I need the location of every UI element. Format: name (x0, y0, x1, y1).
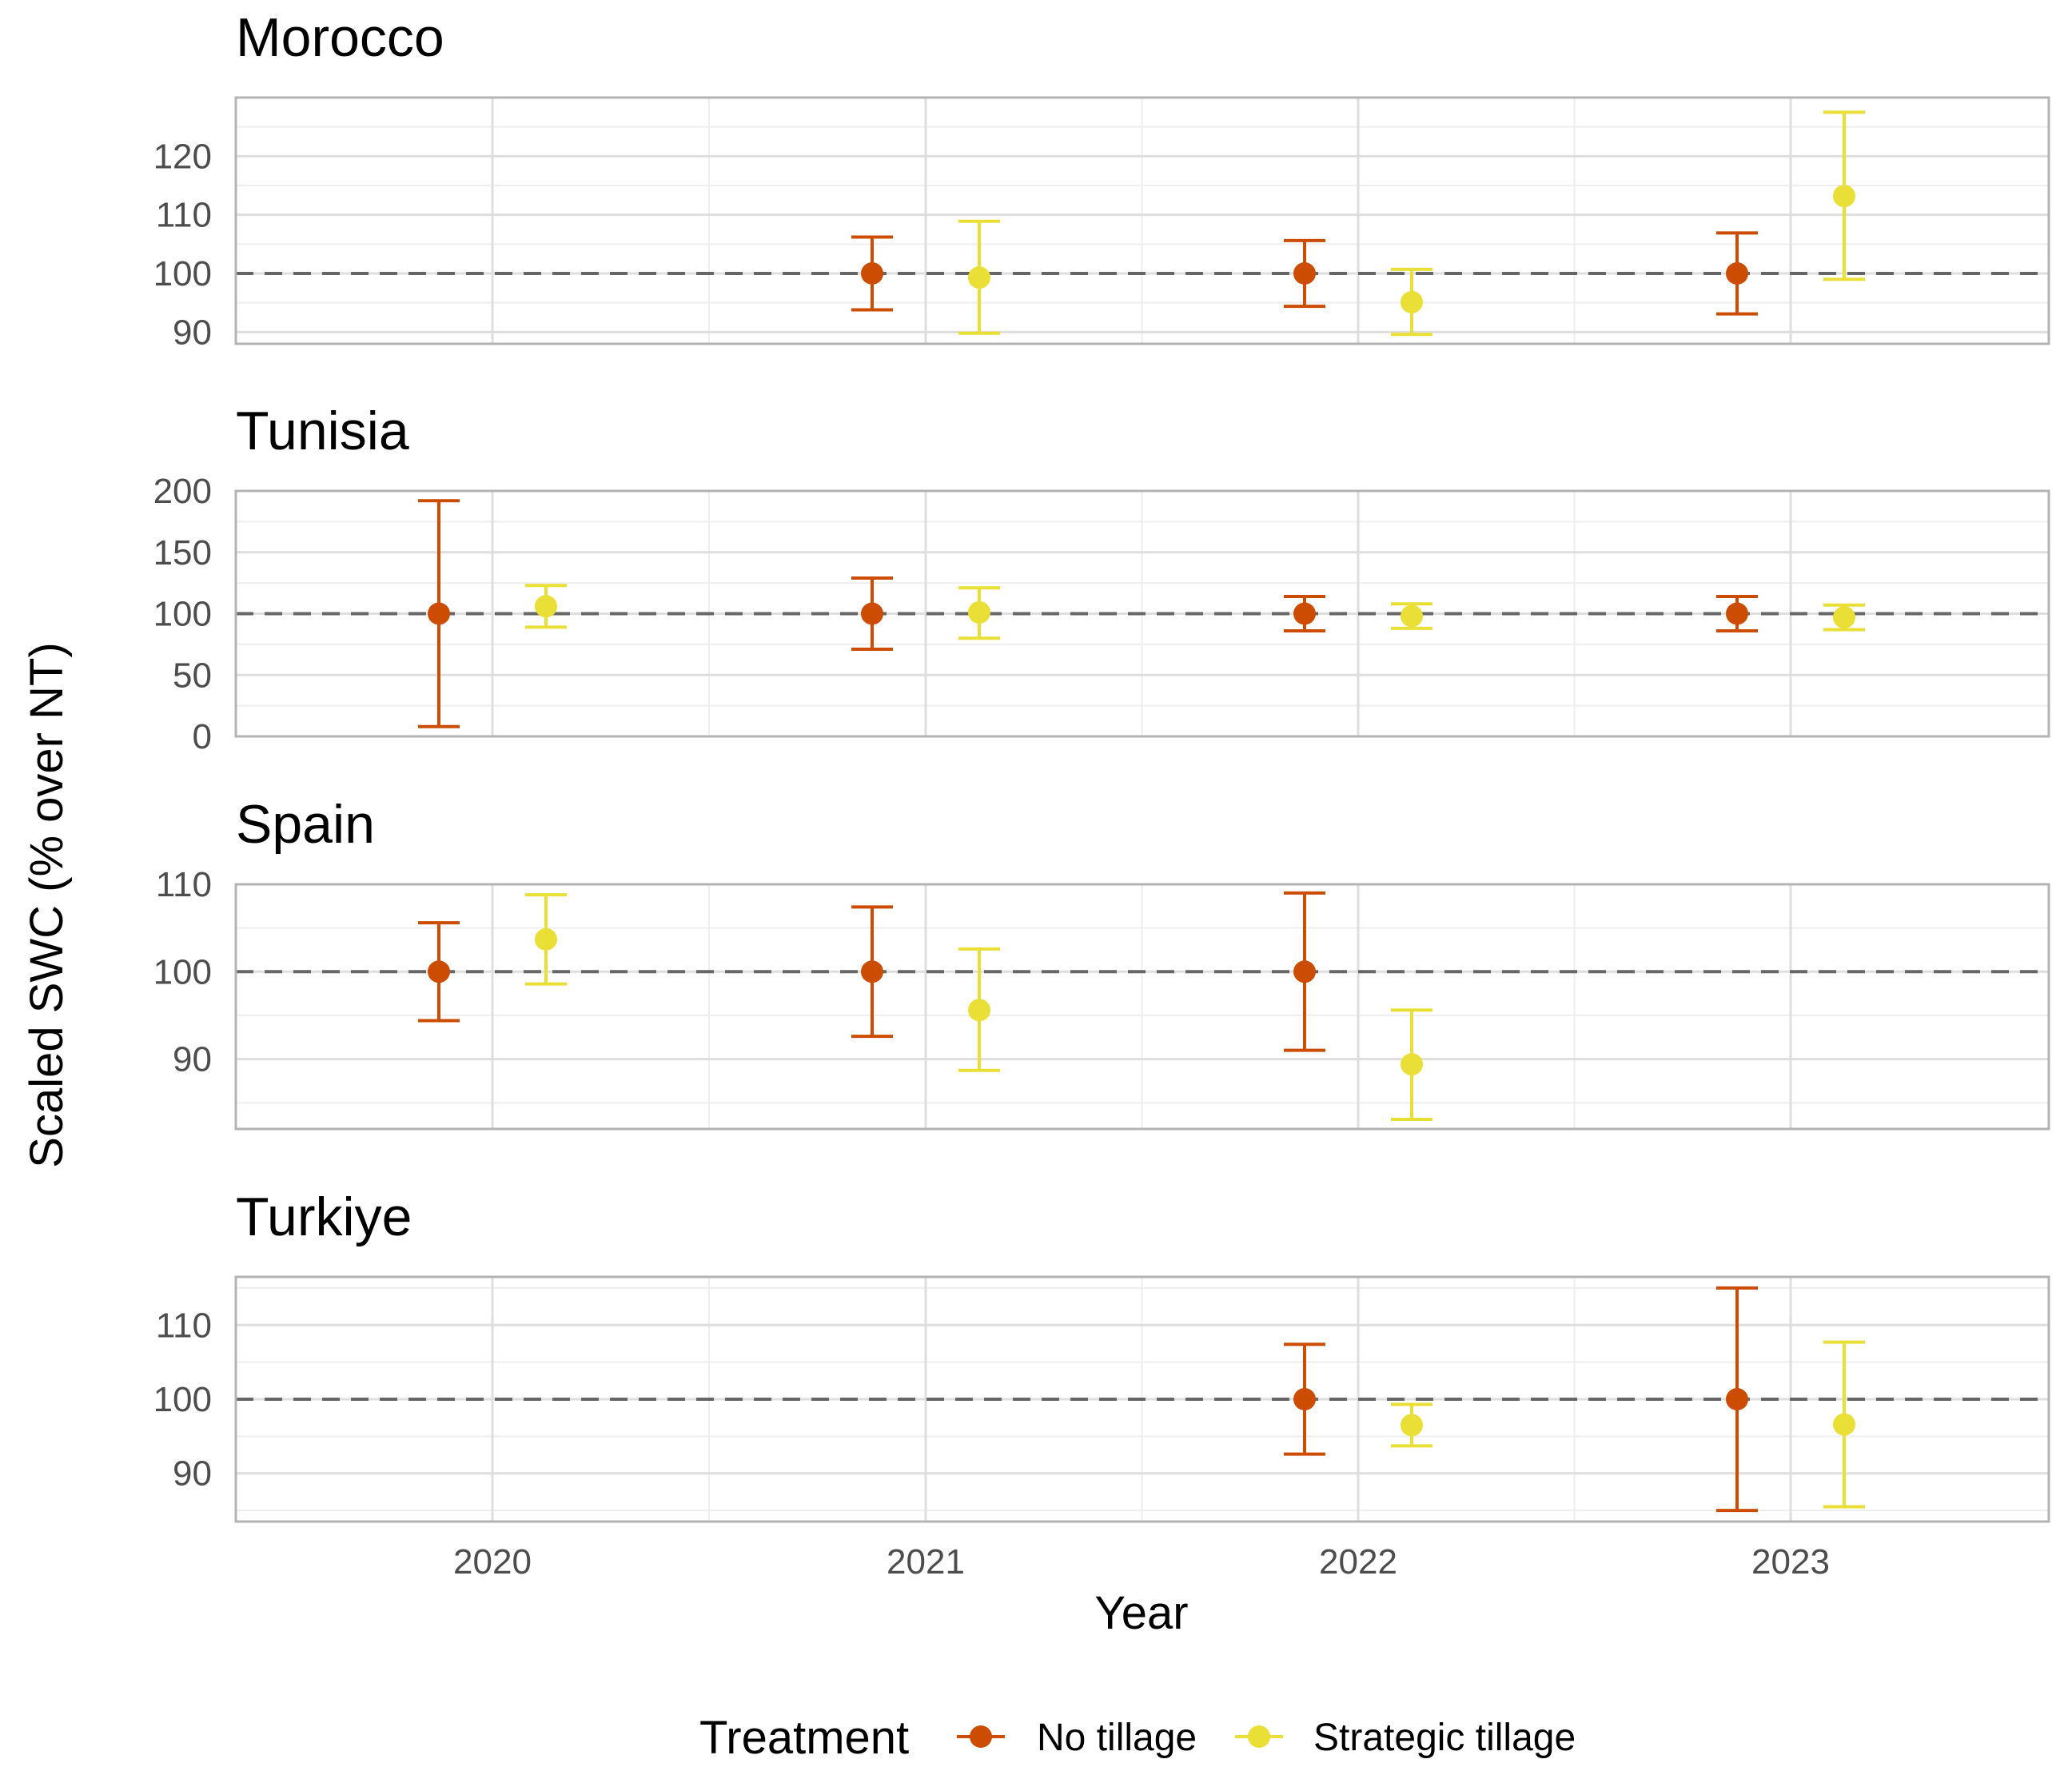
data-point-group (1823, 1340, 1865, 1509)
data-point-group (1284, 238, 1325, 309)
data-point-group (1716, 1286, 1758, 1513)
x-tick-label: 2021 (887, 1542, 965, 1582)
data-point-group (1391, 267, 1432, 337)
data-point (535, 595, 557, 618)
y-tick-label: 100 (153, 952, 212, 991)
x-tick-label: 2023 (1751, 1542, 1830, 1582)
data-point (861, 602, 883, 625)
data-point (1293, 262, 1316, 285)
y-tick-label: 110 (156, 196, 212, 235)
panel-turkiye: Turkiye 90 100 110 2020 2021 2022 2023 (153, 1187, 2050, 1582)
data-point-group (525, 893, 567, 986)
data-point-group (1391, 1402, 1432, 1448)
panel-border (234, 1275, 2050, 1523)
data-point-group (958, 219, 1000, 335)
data-point-group (1823, 110, 1865, 281)
data-point (968, 999, 990, 1022)
data-point (428, 960, 450, 983)
legend-label: No tillage (1037, 1717, 1197, 1759)
data-point-group (1284, 891, 1325, 1052)
panel-border (234, 489, 2050, 738)
data-point (1833, 1413, 1855, 1436)
y-tick-label: 200 (153, 472, 212, 511)
data-point (1293, 1388, 1316, 1410)
y-tick-label: 110 (156, 1306, 212, 1345)
x-axis-title: Year (1094, 1587, 1188, 1639)
data-point-group (418, 921, 460, 1023)
data-point (1726, 602, 1748, 625)
data-point (968, 266, 990, 289)
data-point (1293, 602, 1316, 625)
panel-title: Morocco (236, 7, 444, 68)
data-point-group (1284, 595, 1325, 632)
data-point-group (1716, 231, 1758, 316)
y-tick-label: 90 (173, 313, 212, 352)
data-point-group (851, 235, 893, 312)
legend-key-point (970, 1725, 992, 1748)
y-tick-label: 100 (153, 595, 212, 634)
data-point (428, 602, 450, 625)
data-point (1401, 290, 1423, 313)
data-point (1726, 1388, 1748, 1410)
data-point-group (525, 584, 567, 629)
legend-title: Treatment (699, 1712, 909, 1764)
panel-border (234, 96, 2050, 345)
data-point-group (1716, 595, 1758, 632)
data-point-group (851, 576, 893, 652)
data-point (861, 960, 883, 983)
data-point-group (418, 499, 460, 728)
data-point (1833, 185, 1855, 208)
legend-label: Strategic tillage (1313, 1717, 1576, 1759)
panel-title: Spain (236, 794, 375, 855)
y-tick-label: 90 (173, 1454, 212, 1494)
data-point (1401, 604, 1423, 628)
panel-title: Tunisia (236, 401, 409, 461)
data-point-group (1284, 1342, 1325, 1456)
legend: Treatment No tillage Strategic tillage (699, 1712, 1576, 1764)
y-tick-label: 100 (153, 254, 212, 293)
data-point (535, 927, 557, 951)
data-point-group (851, 905, 893, 1039)
facet-panels: Morocco 90 100 110 120 Tunisia 0 50 100 150 200 Spa… (153, 7, 2050, 1582)
panel-border (234, 883, 2050, 1131)
panel-title: Turkiye (236, 1187, 412, 1247)
legend-entries: No tillage Strategic tillage (957, 1717, 1576, 1759)
data-point-group (958, 947, 1000, 1072)
y-axis-title: Scaled SWC (% over NT) (21, 642, 73, 1167)
panel-tunisia: Tunisia 0 50 100 150 200 (153, 401, 2050, 756)
data-point-group (1391, 1008, 1432, 1121)
panel-spain: Spain 90 100 110 (153, 794, 2050, 1131)
legend-entry-no-tillage: No tillage (957, 1717, 1197, 1759)
x-tick-label: 2022 (1319, 1542, 1397, 1582)
data-point-group (1823, 603, 1865, 632)
y-tick-label: 110 (156, 865, 212, 904)
y-tick-label: 0 (193, 717, 212, 756)
legend-entry-strategic-tillage: Strategic tillage (1235, 1717, 1576, 1759)
data-point (1401, 1414, 1423, 1437)
x-tick-label: 2020 (453, 1542, 532, 1582)
y-tick-label: 50 (173, 656, 212, 695)
y-tick-label: 90 (173, 1040, 212, 1079)
data-point (1401, 1053, 1423, 1076)
y-tick-label: 150 (153, 533, 212, 572)
panel-morocco: Morocco 90 100 110 120 (153, 7, 2050, 352)
data-point (1293, 960, 1316, 983)
data-point-group (1391, 602, 1432, 630)
data-point (1726, 262, 1748, 285)
data-point (1833, 606, 1855, 629)
data-point (968, 600, 990, 624)
data-point (861, 262, 883, 285)
data-point-group (958, 586, 1000, 640)
legend-key-point (1248, 1725, 1270, 1748)
y-tick-label: 100 (153, 1380, 212, 1419)
y-tick-label: 120 (153, 137, 212, 176)
